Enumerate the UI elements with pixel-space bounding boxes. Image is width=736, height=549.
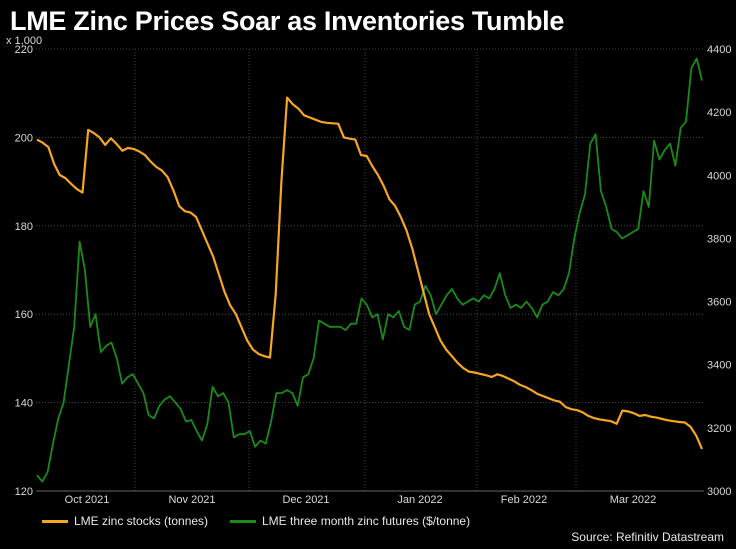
right-axis-ticks: 3000 3200 3400 3600 3800 4000 4200 4400 bbox=[707, 44, 731, 498]
legend-swatch-futures bbox=[230, 519, 256, 523]
legend-swatch-stocks bbox=[42, 519, 68, 523]
right-tick-label: 3000 bbox=[707, 486, 731, 498]
x-tick-label: Jan 2022 bbox=[397, 494, 442, 506]
x-tick-label: Dec 2021 bbox=[282, 494, 329, 506]
left-axis-unit: x 1,000 bbox=[6, 35, 42, 47]
left-tick-label: 140 bbox=[15, 398, 33, 410]
left-tick-label: 160 bbox=[15, 309, 33, 321]
right-tick-label: 3400 bbox=[707, 360, 731, 372]
legend-label-stocks: LME zinc stocks (tonnes) bbox=[74, 514, 209, 528]
left-tick-label: 200 bbox=[15, 132, 33, 144]
right-tick-label: 3200 bbox=[707, 423, 731, 435]
right-tick-label: 4200 bbox=[707, 107, 731, 119]
legend-item-stocks: LME zinc stocks (tonnes) bbox=[42, 514, 208, 528]
legend-label-futures: LME three month zinc futures ($/tonne) bbox=[262, 514, 471, 528]
left-tick-label: 180 bbox=[15, 221, 33, 233]
source-note: Source: Refinitiv Datastream bbox=[571, 530, 724, 544]
left-tick-label: 120 bbox=[15, 486, 33, 498]
stocks-series-line bbox=[36, 96, 704, 450]
x-tick-label: Oct 2021 bbox=[65, 494, 110, 506]
futures-series-line bbox=[36, 57, 703, 483]
right-tick-label: 4000 bbox=[707, 170, 731, 182]
legend-item-futures: LME three month zinc futures ($/tonne) bbox=[230, 514, 470, 528]
right-tick-label: 3600 bbox=[707, 297, 731, 309]
left-axis-ticks: 120 140 160 180 200 220 bbox=[15, 44, 33, 498]
plot-area bbox=[36, 49, 704, 491]
left-tick-label: 220 bbox=[15, 44, 33, 56]
page-title: LME Zinc Prices Soar as Inventories Tumb… bbox=[10, 6, 565, 36]
x-tick-label: Feb 2022 bbox=[501, 494, 547, 506]
x-tick-label: Nov 2021 bbox=[168, 494, 215, 506]
x-tick-label: Mar 2022 bbox=[610, 494, 656, 506]
right-tick-label: 4400 bbox=[707, 44, 731, 56]
right-tick-label: 3800 bbox=[707, 233, 731, 245]
x-axis-ticks: Oct 2021 Nov 2021 Dec 2021 Jan 2022 Feb 2022… bbox=[65, 494, 657, 506]
